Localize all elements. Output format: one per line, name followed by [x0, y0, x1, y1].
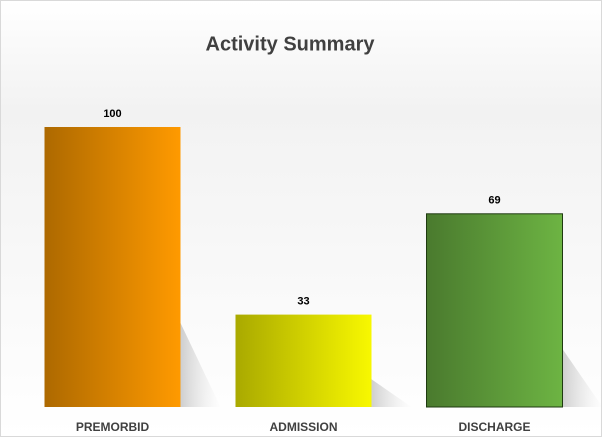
bar-shadow	[180, 323, 221, 407]
x-tick-label: ADMISSION	[269, 420, 337, 434]
bar-shadow	[562, 349, 603, 407]
data-label: 33	[297, 296, 309, 308]
chart-title: Activity Summary	[206, 33, 376, 55]
x-tick-label: DISCHARGE	[458, 420, 530, 434]
bar	[426, 213, 563, 408]
bar	[44, 127, 181, 407]
bar-shadow	[371, 379, 412, 407]
bar	[235, 314, 372, 407]
data-label: 69	[488, 195, 500, 207]
x-tick-label: PREMORBID	[76, 420, 150, 434]
data-label: 100	[103, 108, 121, 120]
